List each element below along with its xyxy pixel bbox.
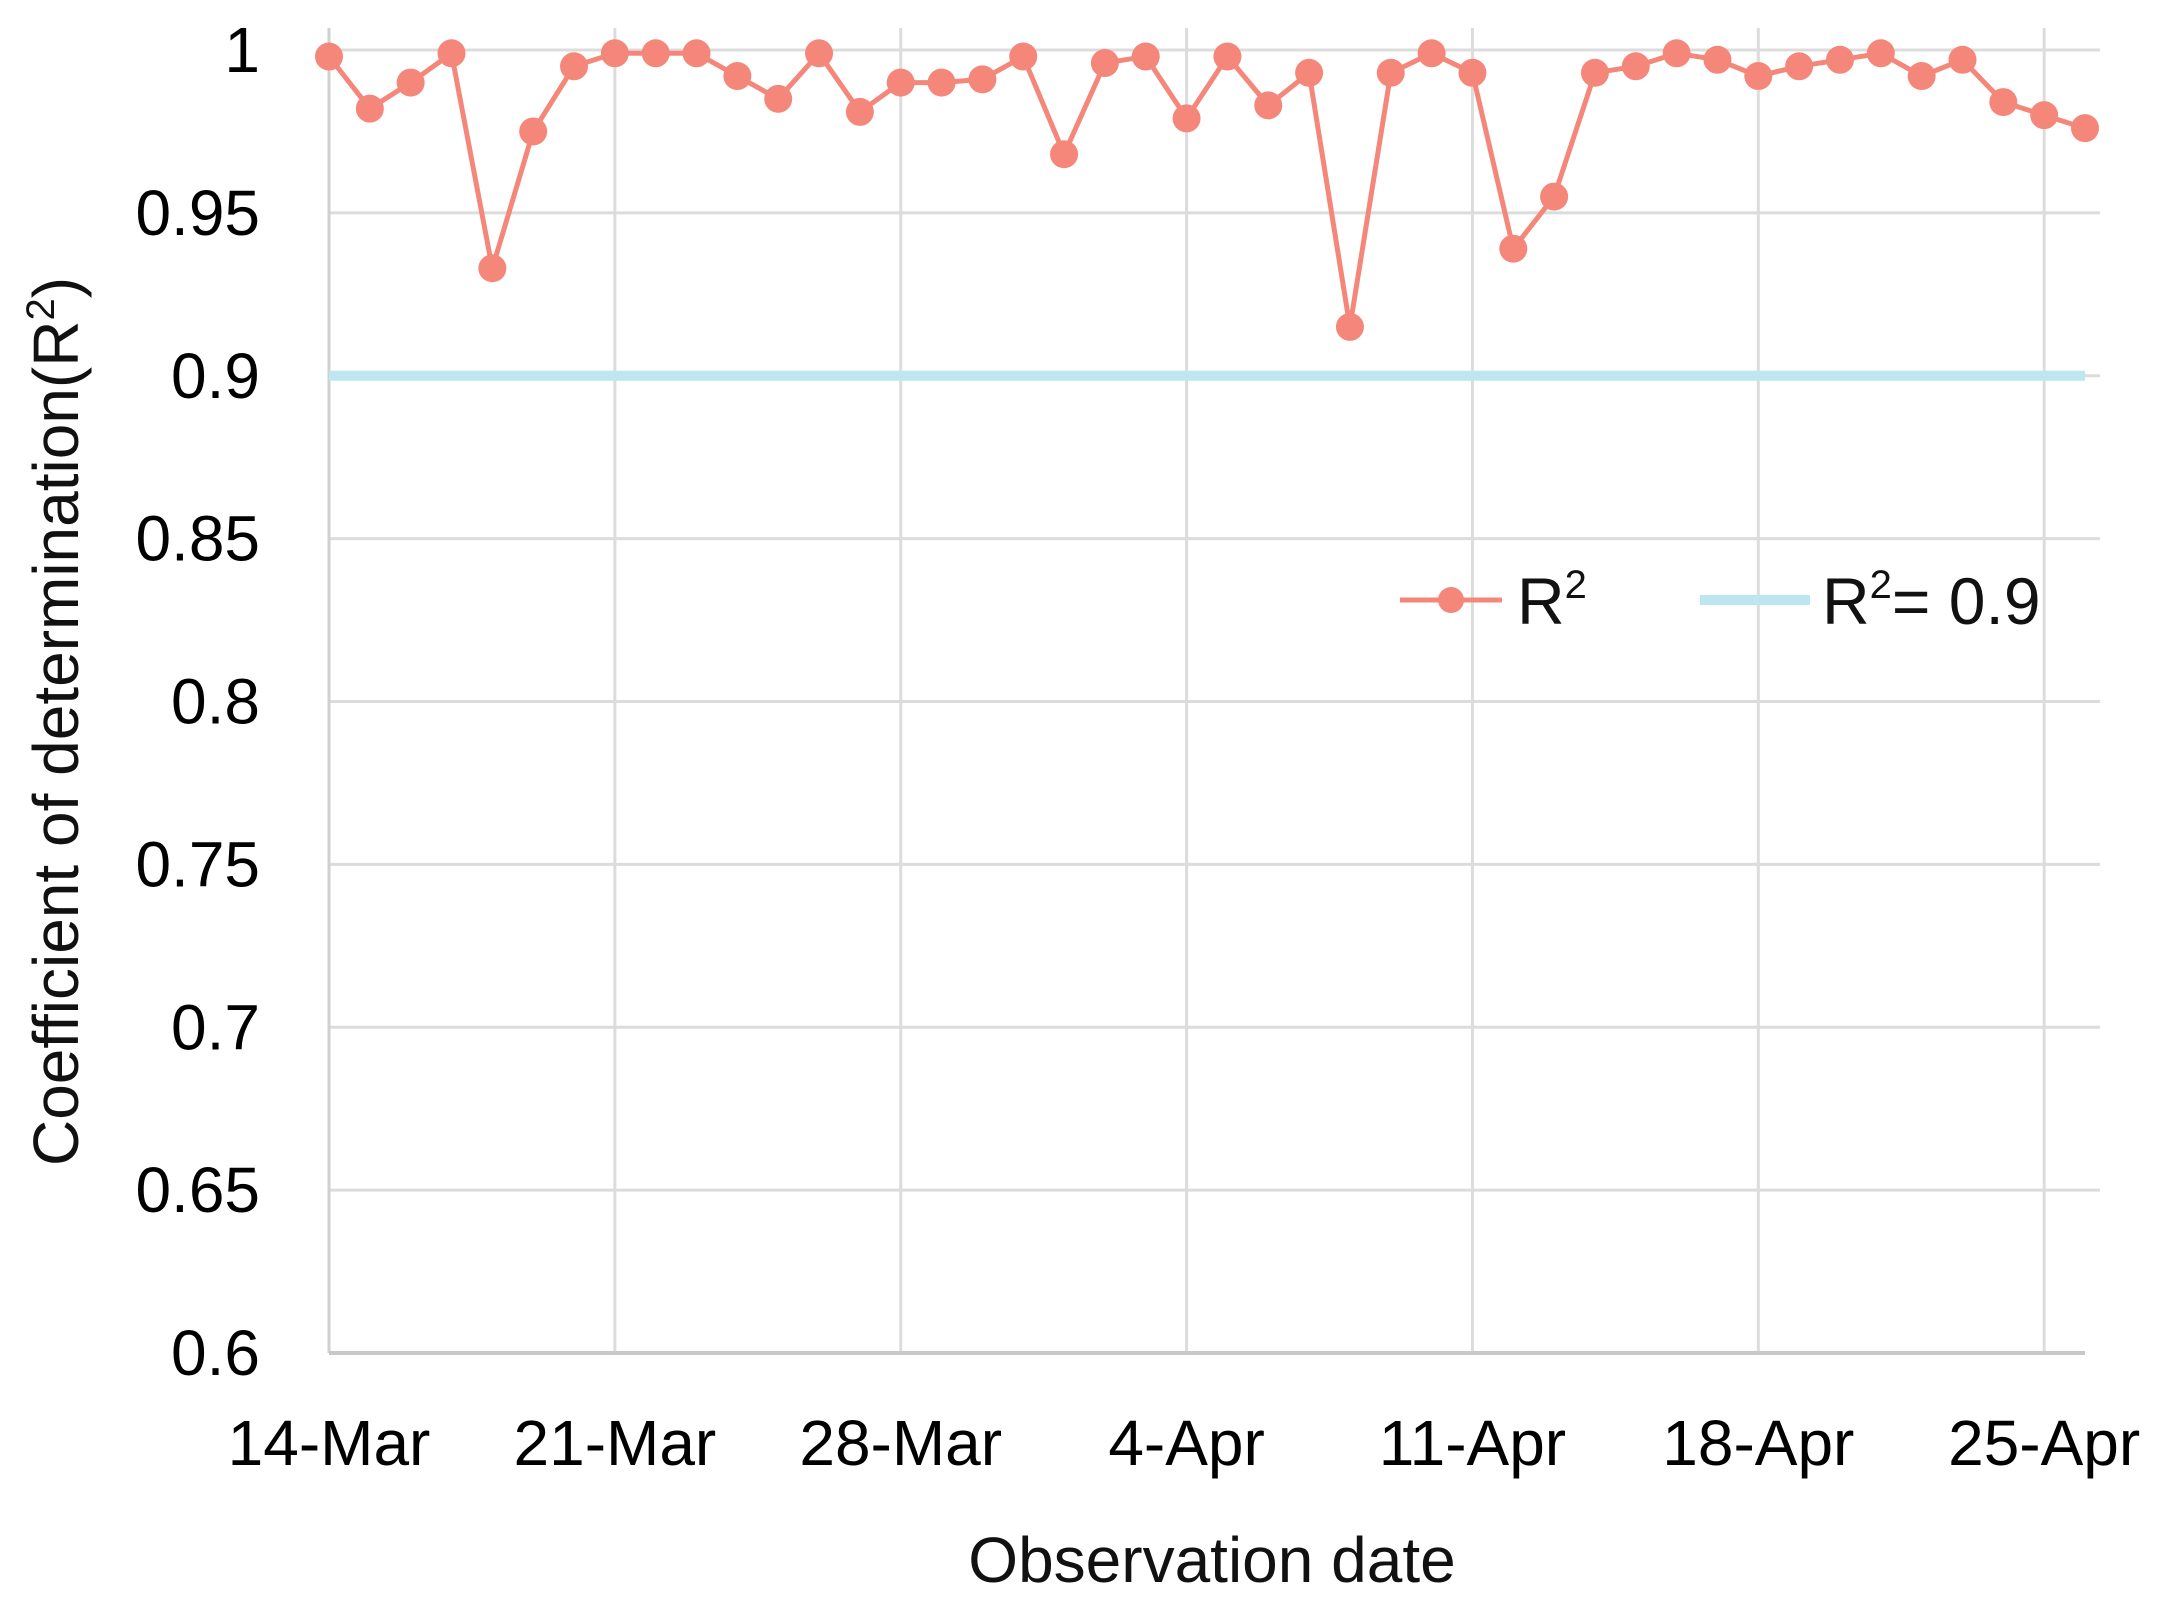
series-r2-point — [560, 52, 589, 81]
series-r2-point — [1172, 104, 1201, 133]
series-r2-point — [845, 97, 874, 126]
legend-label-threshold-main: R — [1822, 564, 1870, 638]
series-r2-point — [805, 39, 834, 68]
series-r2-point — [886, 68, 915, 97]
y-tick-label: 0.8 — [171, 666, 260, 738]
series-r2-point — [1866, 39, 1895, 68]
legend-label-r2-main: R — [1517, 564, 1565, 638]
y-tick-label: 0.7 — [171, 991, 260, 1063]
series-r2-point — [1050, 140, 1079, 169]
series-r2-point — [641, 39, 670, 68]
series-r2-point — [437, 39, 466, 68]
y-tick-label: 0.65 — [135, 1154, 260, 1226]
series-r2-point — [764, 84, 793, 113]
series-r2-point — [1907, 62, 1936, 91]
y-tick-label: 0.85 — [135, 503, 260, 575]
series-r2-point — [1131, 42, 1160, 71]
series-layer — [315, 39, 2099, 381]
y-axis-title: Coefficient of determination(R2) — [19, 277, 92, 1166]
series-r2-point — [1989, 88, 2018, 117]
series-r2-point — [396, 68, 425, 97]
y-tick-label: 1 — [224, 14, 260, 86]
series-r2-point — [600, 39, 629, 68]
series-r2-point — [1540, 182, 1569, 211]
y-tick-label: 0.95 — [135, 177, 260, 249]
series-r2-point — [1621, 52, 1650, 81]
x-tick-label: 4-Apr — [1108, 1407, 1265, 1479]
series-r2-line — [327, 50, 2086, 330]
y-tick-label: 0.6 — [171, 1317, 260, 1389]
y-tick-label: 0.9 — [171, 340, 260, 412]
series-r2-point — [1090, 49, 1119, 78]
gridlines — [329, 28, 2100, 1353]
y-tick-labels: 0.6 0.65 0.7 0.75 0.8 0.85 0.9 0.95 1 — [135, 14, 260, 1389]
series-r2-point — [2071, 114, 2099, 143]
legend-label-r2-sup: 2 — [1565, 563, 1587, 607]
y-axis-title-sup: 2 — [19, 298, 63, 320]
series-r2-point — [478, 254, 507, 283]
series-r2-point — [1335, 312, 1364, 341]
legend-label-threshold-rest: = 0.9 — [1892, 564, 2041, 638]
series-r2-point — [682, 39, 711, 68]
x-tick-label: 21-Mar — [514, 1407, 717, 1479]
x-axis-title: Observation date — [968, 1524, 1455, 1596]
series-r2-point — [968, 65, 997, 94]
x-tick-label: 11-Apr — [1379, 1407, 1566, 1479]
series-r2-point — [2030, 101, 2059, 130]
series-r2-point — [1825, 45, 1854, 74]
axes — [327, 28, 2085, 1355]
series-r2-point — [1295, 58, 1324, 87]
series-r2-point — [1662, 39, 1691, 68]
legend-label-threshold-sup: 2 — [1870, 563, 1892, 607]
x-tick-label: 18-Apr — [1662, 1407, 1854, 1479]
series-r2-point — [927, 68, 956, 97]
x-tick-label: 28-Mar — [799, 1407, 1002, 1479]
legend-label-r2: R2 — [1517, 563, 1587, 638]
x-tick-labels: 14-Mar 21-Mar 28-Mar 4-Apr 11-Apr 18-Apr 25-Ap… — [228, 1407, 2141, 1479]
series-r2-point — [1009, 42, 1038, 71]
series-r2-point — [1213, 42, 1242, 71]
series-r2-point — [1744, 62, 1773, 91]
legend: R2 R2= 0.9 — [1400, 563, 2041, 638]
series-r2-point — [1458, 58, 1487, 87]
y-axis-title-main: Coefficient of determination(R — [20, 321, 92, 1166]
series-r2-point — [1580, 58, 1609, 87]
legend-label-threshold: R2= 0.9 — [1822, 563, 2041, 638]
x-tick-label: 14-Mar — [228, 1407, 431, 1479]
series-r2-point — [723, 62, 752, 91]
series-r2-point — [315, 42, 343, 71]
legend-item-r2: R2 — [1400, 563, 1587, 638]
legend-swatch-r2-marker — [1438, 587, 1464, 613]
y-tick-label: 0.75 — [135, 828, 260, 900]
series-r2-point — [1499, 234, 1528, 263]
series-r2-point — [1785, 52, 1814, 81]
series-r2-point — [1703, 45, 1732, 74]
legend-item-threshold: R2= 0.9 — [1700, 563, 2041, 638]
series-r2-point — [1417, 39, 1446, 68]
series-r2-point — [1948, 45, 1977, 74]
series-r2-point — [1254, 91, 1283, 120]
x-tick-label: 25-Apr — [1948, 1407, 2140, 1479]
y-axis-title-close: ) — [20, 277, 92, 298]
series-r2-point — [1376, 58, 1405, 87]
series-r2-point — [355, 94, 384, 123]
series-r2-point — [519, 117, 548, 146]
